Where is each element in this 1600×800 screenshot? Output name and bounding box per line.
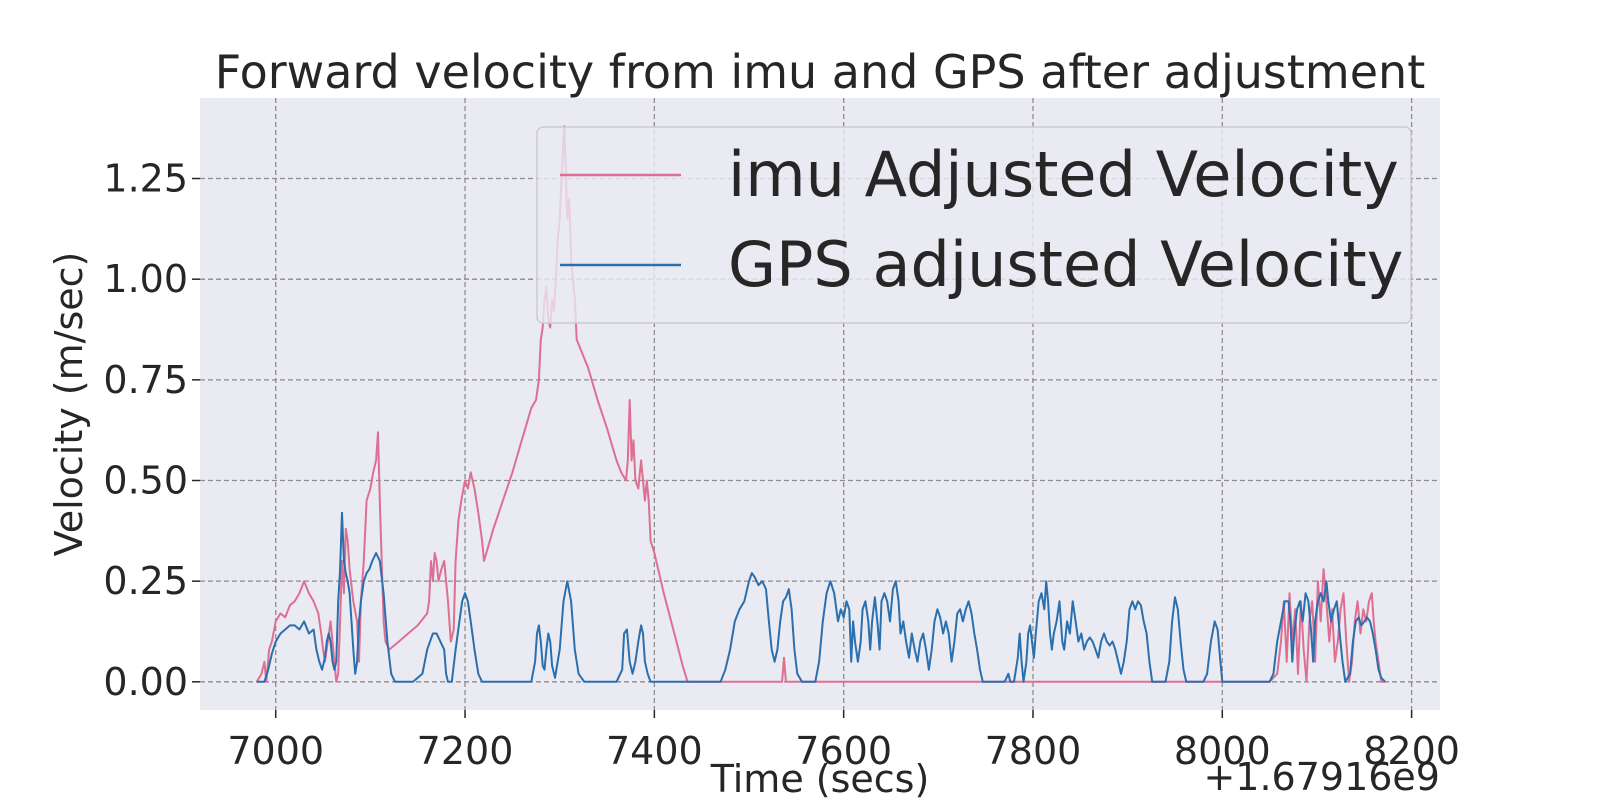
y-tick-label: 1.25 <box>103 157 188 201</box>
x-tick-label: 7800 <box>985 729 1082 773</box>
gps-velocity-line <box>256 511 1386 683</box>
legend-label-imu: imu Adjusted Velocity <box>728 138 1399 211</box>
chart-title: Forward velocity from imu and GPS after … <box>215 45 1426 99</box>
y-tick-label: 0.75 <box>103 358 188 402</box>
x-tick-label: 7000 <box>227 729 324 773</box>
x-tick-label: 8200 <box>1363 729 1460 773</box>
y-tick-label: 1.00 <box>103 257 188 301</box>
legend-box <box>536 126 1412 324</box>
x-tick-label: 7400 <box>606 729 703 773</box>
legend: imu Adjusted Velocity GPS adjusted Veloc… <box>536 126 1412 324</box>
legend-label-gps: GPS adjusted Velocity <box>728 228 1403 301</box>
y-tick-label: 0.00 <box>103 660 188 704</box>
x-axis-offset-label: +1.67916e9 <box>1203 755 1440 799</box>
tick-layer: 7000 7200 7400 7600 7800 8000 8200 0.00 0.25 0.50… <box>103 157 1460 773</box>
x-tick-label: 7200 <box>417 729 514 773</box>
x-axis-label: Time (secs) <box>710 757 930 800</box>
y-tick-label: 0.25 <box>103 559 188 603</box>
x-tick-label: 8000 <box>1174 729 1271 773</box>
y-tick-label: 0.50 <box>103 459 188 503</box>
x-tick-label: 7600 <box>795 729 892 773</box>
y-axis-label: Velocity (m/sec) <box>47 252 91 557</box>
